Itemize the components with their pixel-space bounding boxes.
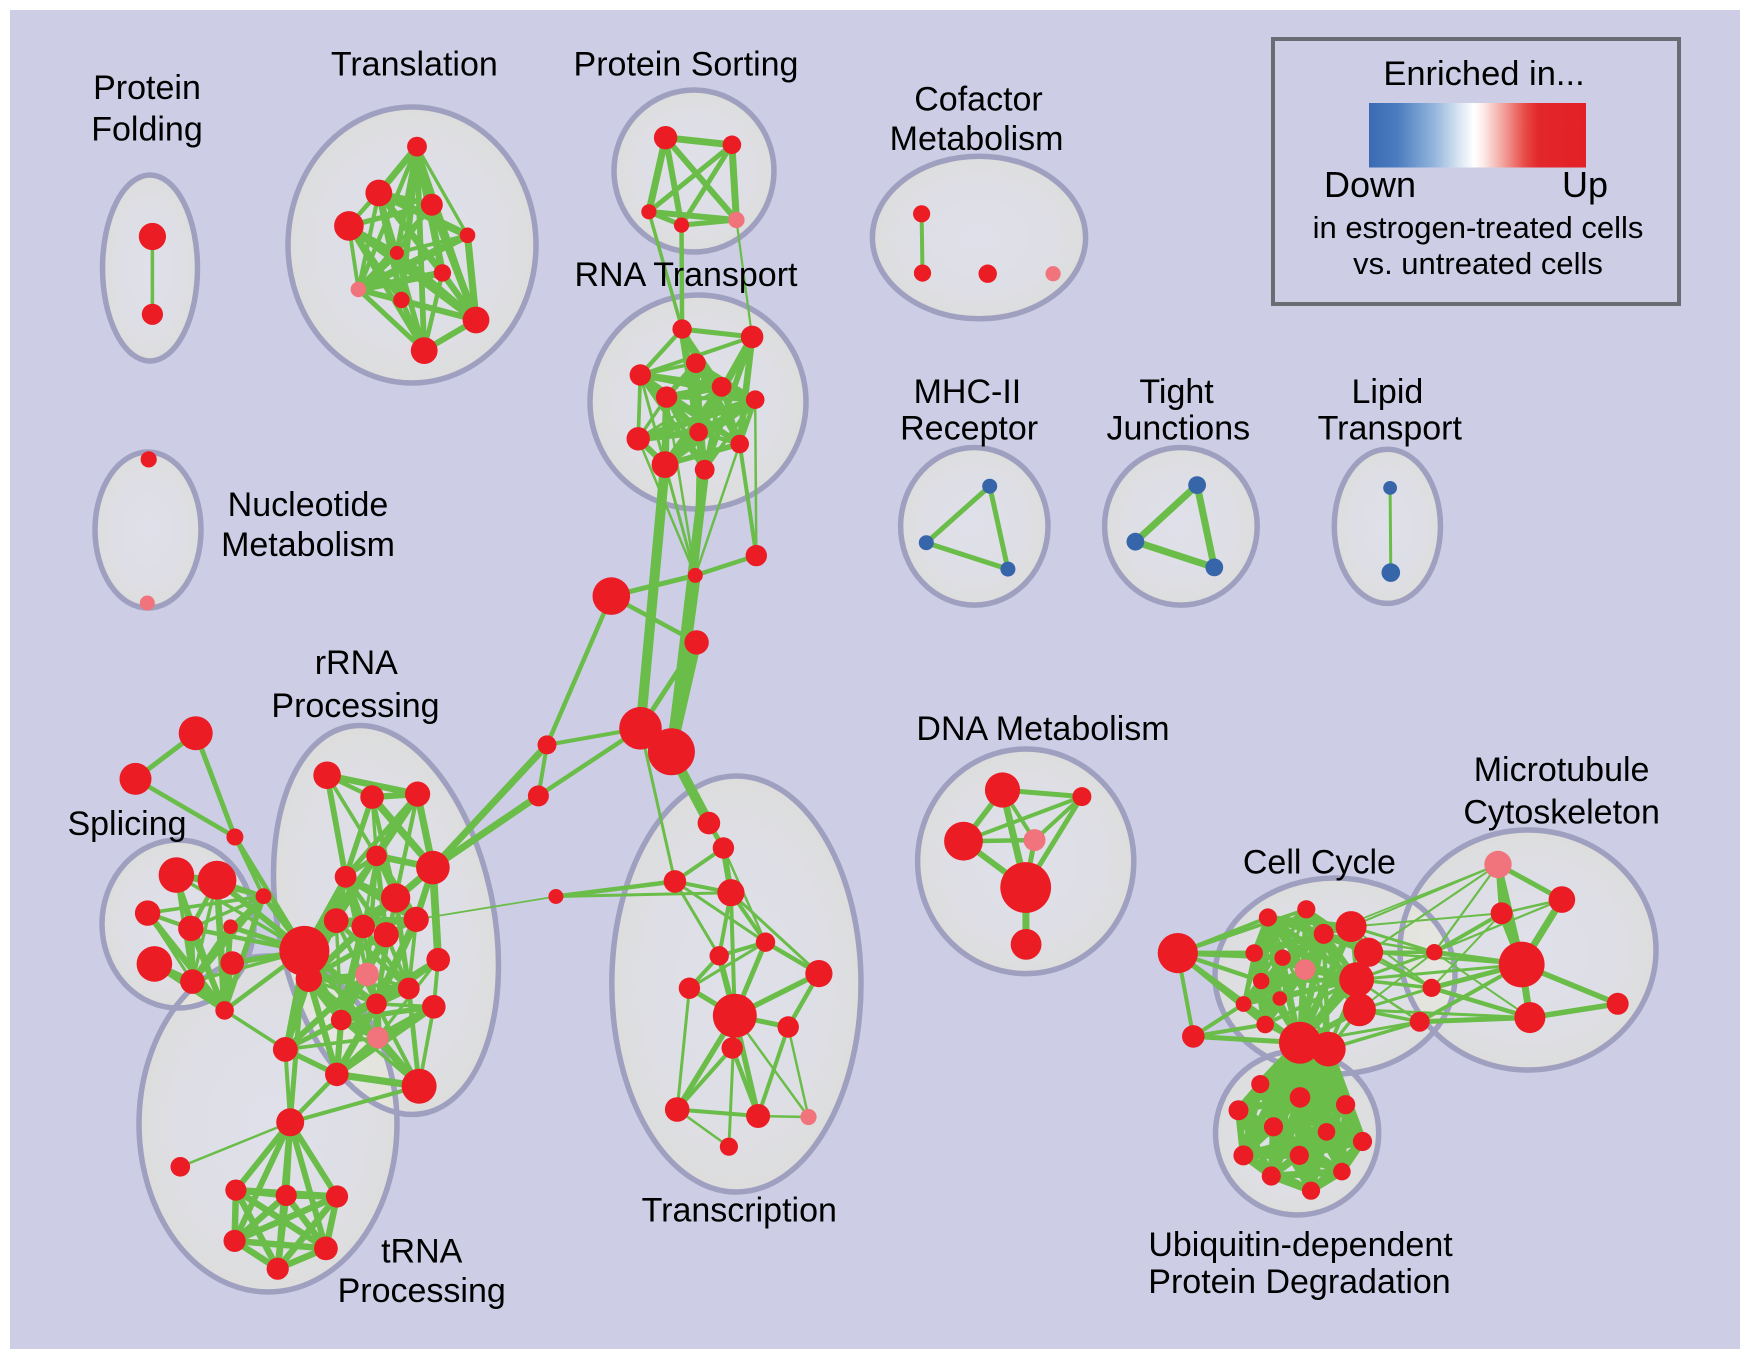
- svg-text:Processing: Processing: [338, 1272, 506, 1310]
- svg-text:Ubiquitin-dependent: Ubiquitin-dependent: [1148, 1226, 1453, 1264]
- svg-text:Cell Cycle: Cell Cycle: [1243, 844, 1396, 882]
- svg-text:Metabolism: Metabolism: [890, 120, 1064, 158]
- svg-text:in estrogen-treated cells: in estrogen-treated cells: [1313, 210, 1644, 245]
- svg-text:tRNA: tRNA: [381, 1233, 463, 1271]
- svg-text:Cofactor: Cofactor: [914, 81, 1043, 119]
- svg-text:Receptor: Receptor: [900, 410, 1038, 448]
- svg-text:Transcription: Transcription: [642, 1192, 837, 1230]
- svg-text:Enriched in...: Enriched in...: [1383, 55, 1584, 93]
- svg-text:Folding: Folding: [91, 111, 203, 149]
- svg-text:Up: Up: [1562, 164, 1608, 205]
- svg-text:Translation: Translation: [331, 46, 498, 84]
- svg-text:rRNA: rRNA: [315, 644, 398, 682]
- svg-text:Protein Degradation: Protein Degradation: [1148, 1263, 1450, 1301]
- svg-text:DNA Metabolism: DNA Metabolism: [916, 710, 1169, 748]
- svg-text:Processing: Processing: [271, 687, 439, 725]
- svg-text:RNA Transport: RNA Transport: [575, 256, 799, 294]
- svg-text:Nucleotide: Nucleotide: [228, 486, 389, 524]
- svg-text:Lipid: Lipid: [1351, 373, 1423, 411]
- svg-text:Down: Down: [1324, 164, 1416, 205]
- svg-text:Metabolism: Metabolism: [221, 526, 395, 564]
- svg-text:Transport: Transport: [1318, 410, 1463, 448]
- svg-text:Splicing: Splicing: [67, 805, 186, 843]
- svg-text:Microtubule: Microtubule: [1474, 751, 1650, 789]
- svg-text:MHC-II: MHC-II: [914, 373, 1022, 411]
- svg-text:vs. untreated cells: vs. untreated cells: [1353, 246, 1603, 281]
- svg-text:Protein Sorting: Protein Sorting: [574, 46, 799, 84]
- svg-text:Protein: Protein: [93, 69, 201, 107]
- svg-text:Junctions: Junctions: [1106, 410, 1250, 448]
- svg-text:Tight: Tight: [1139, 373, 1214, 411]
- svg-text:Cytoskeleton: Cytoskeleton: [1463, 793, 1660, 831]
